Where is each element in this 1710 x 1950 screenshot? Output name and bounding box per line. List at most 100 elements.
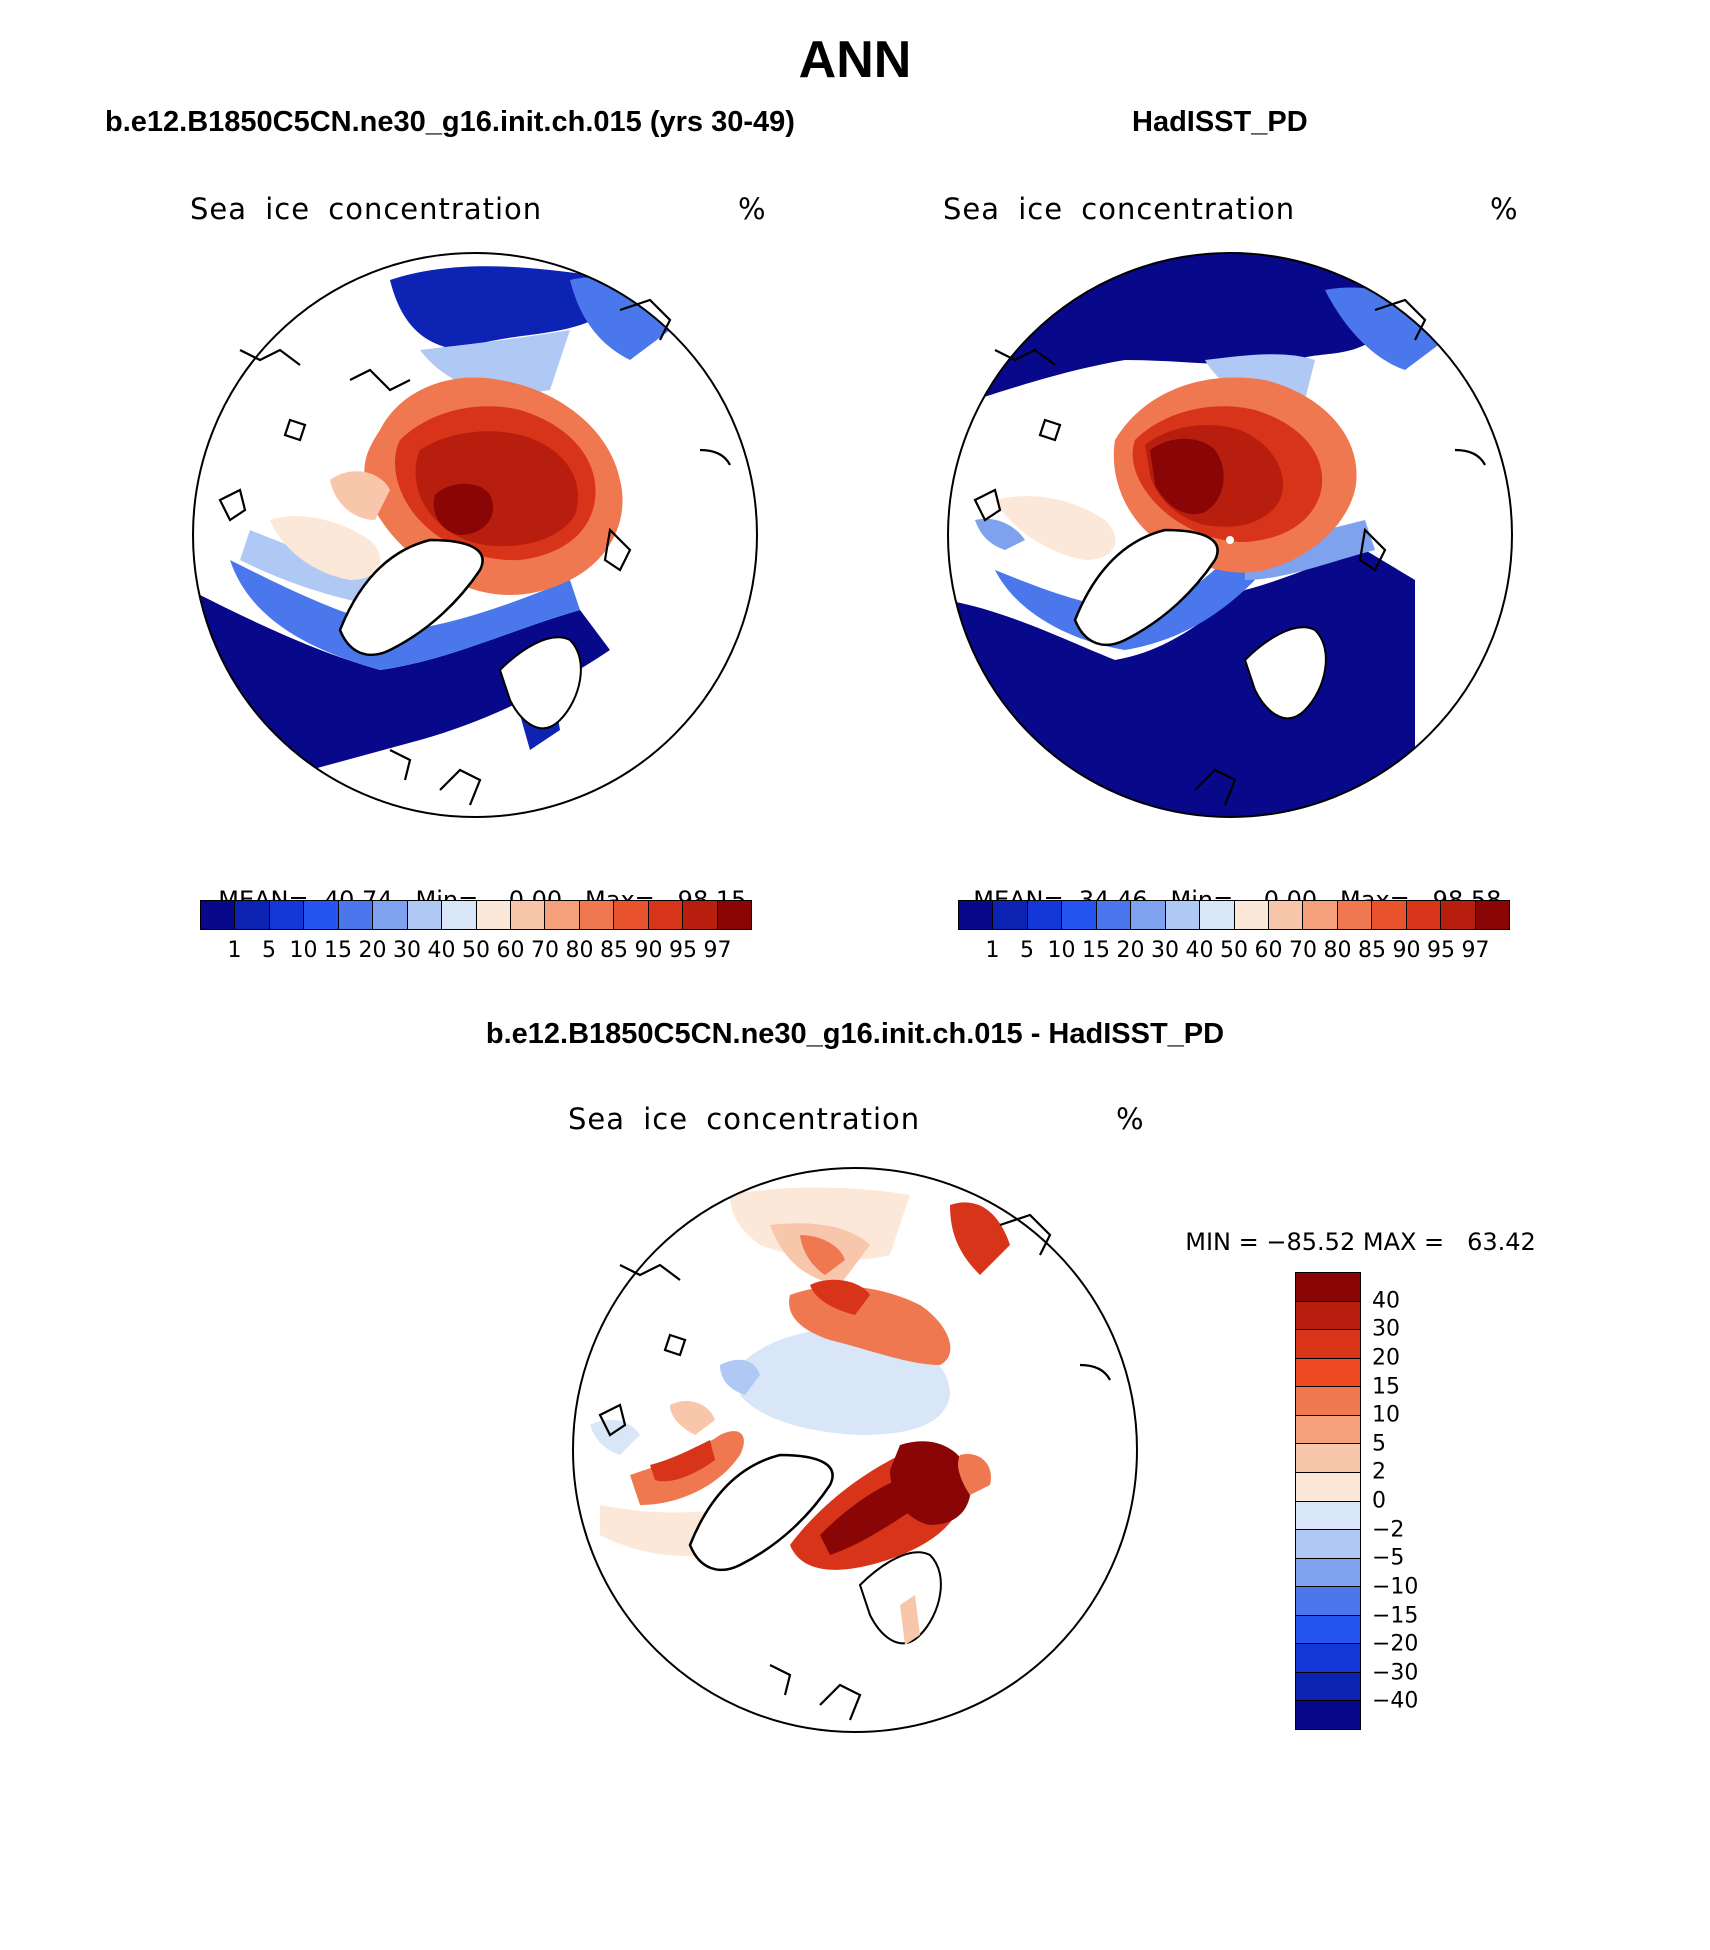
panel2-colorbar-swatch — [1268, 901, 1304, 929]
panel3-colorbar-swatch — [1296, 1701, 1360, 1729]
panel1-colorbar-tick-label: 90 — [634, 938, 663, 963]
panel3-units-label: % — [1116, 1102, 1145, 1136]
panel1-colorbar-tick-label: 95 — [669, 938, 697, 963]
panel3-colorbar-swatch — [1296, 1530, 1360, 1559]
panel3-colorbar-swatch — [1296, 1558, 1360, 1588]
panel3-colorbar-tick-label: −20 — [1372, 1631, 1419, 1657]
panel3-colorbar-tick-label: 0 — [1372, 1488, 1386, 1514]
panel1-variable-label: Sea ice concentration — [190, 192, 543, 226]
panel3-colorbar-swatch — [1296, 1644, 1360, 1673]
panel1-colorbar-tick-label: 97 — [703, 938, 732, 963]
panel2-colorbar-swatch — [1062, 901, 1097, 929]
panel3-colorbar-tick-label: −10 — [1372, 1574, 1419, 1600]
panel2-colorbar-swatch — [1475, 901, 1509, 929]
panel2-colorbar-tick-label: 30 — [1151, 938, 1179, 963]
panel1-colorbar-swatch — [201, 901, 236, 929]
panel2-colorbar-tick-label: 5 — [1020, 938, 1034, 963]
panel2-colorbar-tick-label: 20 — [1116, 938, 1145, 963]
panel2-colorbar-tick-label: 70 — [1289, 938, 1317, 963]
panel3-colorbar-swatch — [1296, 1358, 1360, 1388]
panel3-colorbar-swatch — [1296, 1415, 1360, 1445]
panel3-variable-label: Sea ice concentration — [568, 1102, 921, 1136]
panel3-colorbar-tick-label: 5 — [1372, 1431, 1386, 1457]
panel1-colorbar-swatch — [373, 901, 408, 929]
panel2-colorbar-swatch — [1234, 901, 1269, 929]
panel3-colorbar-tick-label: 10 — [1372, 1402, 1400, 1428]
panel2-colorbar-ticks: 1 5 10 15 20 30 40 50 60 70 80 85 90 95 97 — [958, 938, 1510, 968]
panel1-colorbar-swatch — [717, 901, 751, 929]
panel3-colorbar-swatch — [1296, 1472, 1360, 1502]
panel2-variable-label: Sea ice concentration — [943, 192, 1296, 226]
panel1-colorbar-swatch — [407, 901, 443, 929]
panel1-colorbar-swatch — [476, 901, 511, 929]
panel1-colorbar-swatch — [545, 901, 580, 929]
panel3-max-label: MAX = — [1362, 1228, 1445, 1256]
panel3-colorbar-tick-label: 20 — [1372, 1345, 1400, 1371]
panel3-colorbar-swatch — [1296, 1501, 1360, 1531]
panel2-colorbar-tick-label: 50 — [1220, 938, 1248, 963]
panel3-colorbar-swatch — [1296, 1330, 1360, 1359]
panel1-colorbar-tick-label: 5 — [262, 938, 276, 963]
panel1-colorbar-tick-label: 20 — [358, 938, 387, 963]
panel2-colorbar-swatch — [1441, 901, 1476, 929]
panel1-colorbar-swatch — [614, 901, 649, 929]
panel3-colorbar-swatch — [1296, 1444, 1360, 1473]
panel2-colorbar-swatch — [1406, 901, 1442, 929]
panel2-colorbar-tick-label: 15 — [1082, 938, 1110, 963]
panel2-colorbar — [958, 900, 1510, 930]
panel2-colorbar-tick-label: 85 — [1358, 938, 1386, 963]
panel2-units-label: % — [1490, 192, 1519, 226]
panel3-colorbar-tick-label: 30 — [1372, 1316, 1400, 1342]
panel3-min-value: −85.52 — [1266, 1228, 1356, 1256]
panel1-colorbar-swatch — [442, 901, 477, 929]
panel2-title: HadISST_PD — [1132, 106, 1308, 138]
panel3-colorbar — [1295, 1272, 1361, 1730]
panel3-max-value: 63.42 — [1467, 1228, 1536, 1256]
panel2-colorbar-swatch — [1131, 901, 1166, 929]
panel1-colorbar-swatch — [579, 901, 615, 929]
panel3-colorbar-ticks: 40 30 20 15 10 5 2 0 −2 −5 −10 −15 −20 −30 −40 — [1372, 1272, 1452, 1730]
panel2-colorbar-swatch — [1165, 901, 1201, 929]
panel1-colorbar-tick-label: 80 — [565, 938, 594, 963]
panel1-colorbar-swatch — [648, 901, 684, 929]
panel1-colorbar-swatch — [683, 901, 718, 929]
panel1-colorbar-tick-label: 50 — [462, 938, 490, 963]
panel2-colorbar-tick-label: 10 — [1047, 938, 1076, 963]
panel2-colorbar-tick-label: 95 — [1427, 938, 1455, 963]
panel2-colorbar-tick-label: 60 — [1254, 938, 1283, 963]
panel3-polar-map — [572, 1167, 1138, 1733]
panel2-colorbar-swatch — [1337, 901, 1373, 929]
panel1-colorbar-tick-label: 30 — [393, 938, 421, 963]
panel2-colorbar-swatch — [959, 901, 994, 929]
panel3-colorbar-swatch — [1296, 1273, 1360, 1302]
panel3-colorbar-tick-label: −2 — [1372, 1517, 1405, 1543]
panel2-colorbar-tick-label: 97 — [1461, 938, 1490, 963]
figure-title: ANN — [798, 31, 912, 89]
panel3-colorbar-tick-label: 40 — [1372, 1288, 1400, 1314]
panel1-colorbar-swatch — [304, 901, 339, 929]
panel1-colorbar-tick-label: 15 — [324, 938, 352, 963]
panel1-colorbar — [200, 900, 752, 930]
panel3-colorbar-swatch — [1296, 1587, 1360, 1616]
panel3-min-label: MIN = — [1185, 1228, 1259, 1256]
panel1-colorbar-tick-label: 70 — [531, 938, 559, 963]
panel3-stats: MIN = −85.52 MAX = 63.42 — [1170, 1200, 1536, 1256]
panel1-colorbar-tick-label: 1 — [227, 938, 242, 963]
panel3-colorbar-tick-label: −15 — [1372, 1603, 1419, 1628]
panel1-units-label: % — [738, 192, 767, 226]
panel2-colorbar-tick-label: 1 — [985, 938, 1000, 963]
panel1-colorbar-swatch — [269, 901, 305, 929]
panel3-title: b.e12.B1850C5CN.ne30_g16.init.ch.015 - H… — [485, 1018, 1225, 1050]
panel3-colorbar-tick-label: −30 — [1372, 1660, 1419, 1686]
panel2-colorbar-tick-label: 80 — [1323, 938, 1352, 963]
panel2-polar-map — [947, 252, 1513, 818]
panel3-colorbar-swatch — [1296, 1615, 1360, 1645]
panel3-colorbar-swatch — [1296, 1387, 1360, 1416]
panel2-colorbar-swatch — [1027, 901, 1063, 929]
panel2-colorbar-swatch — [1096, 901, 1132, 929]
panel1-colorbar-swatch — [510, 901, 546, 929]
panel1-polar-map — [192, 252, 758, 818]
panel3-colorbar-tick-label: −5 — [1372, 1545, 1405, 1571]
panel3-colorbar-swatch — [1296, 1672, 1360, 1702]
panel1-colorbar-tick-label: 10 — [289, 938, 318, 963]
